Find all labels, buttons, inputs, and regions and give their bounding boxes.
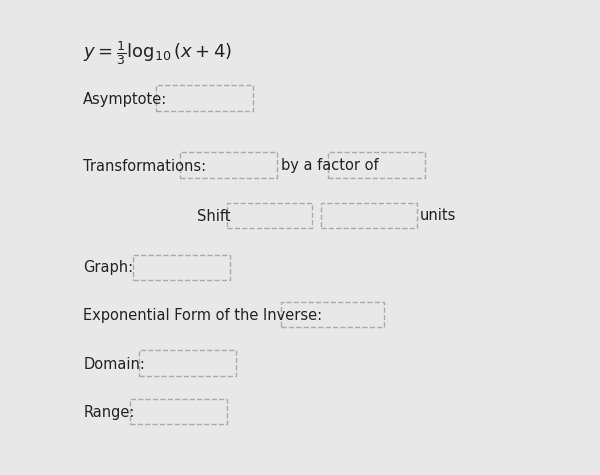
Text: by a factor of: by a factor of: [281, 158, 379, 172]
FancyBboxPatch shape: [130, 399, 227, 424]
FancyBboxPatch shape: [281, 302, 384, 327]
Text: Asymptote:: Asymptote:: [83, 92, 167, 107]
FancyBboxPatch shape: [133, 255, 230, 280]
Text: Range:: Range:: [83, 405, 134, 420]
Text: Shift: Shift: [197, 209, 231, 224]
FancyBboxPatch shape: [139, 351, 236, 376]
FancyBboxPatch shape: [157, 86, 253, 111]
Text: Exponential Form of the Inverse:: Exponential Form of the Inverse:: [83, 308, 322, 323]
FancyBboxPatch shape: [320, 203, 417, 228]
FancyBboxPatch shape: [328, 152, 425, 178]
Text: Domain:: Domain:: [83, 357, 145, 372]
Text: $y = \frac{1}{3}\log_{10}(x + 4)$: $y = \frac{1}{3}\log_{10}(x + 4)$: [83, 39, 232, 67]
Text: Transformations:: Transformations:: [83, 159, 206, 173]
FancyBboxPatch shape: [180, 152, 277, 178]
FancyBboxPatch shape: [227, 203, 312, 228]
Text: units: units: [420, 209, 457, 223]
Text: Graph:: Graph:: [83, 260, 133, 275]
